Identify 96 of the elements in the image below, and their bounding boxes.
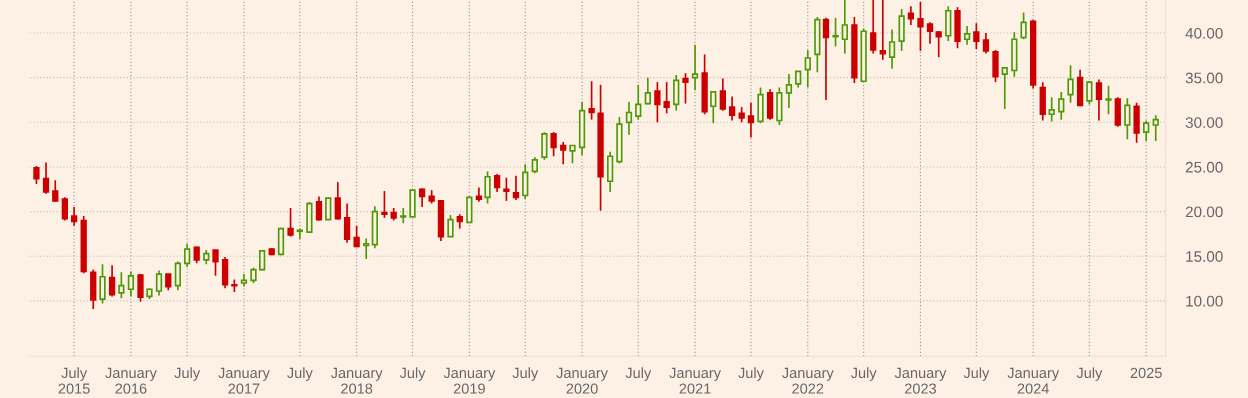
candlestick xyxy=(935,30,942,58)
x-tick-label: July 2015 xyxy=(58,367,90,394)
y-tick-label: 10.00 xyxy=(1186,295,1223,307)
x-tick-label: July xyxy=(850,367,877,381)
candlestick xyxy=(418,187,426,208)
candlestick xyxy=(832,17,839,48)
candlestick xyxy=(1048,96,1055,123)
candlestick xyxy=(541,131,548,161)
candlestick xyxy=(1058,91,1065,121)
x-tick-label: January 2023 xyxy=(894,367,947,394)
candlestick xyxy=(475,186,483,203)
candlestick xyxy=(174,260,182,291)
candlestick xyxy=(1105,84,1112,116)
candlestick xyxy=(982,32,990,55)
candlestick xyxy=(654,81,661,124)
candlestick xyxy=(1067,64,1074,104)
x-tick-label: January 2020 xyxy=(556,367,608,394)
candlestick xyxy=(710,91,717,125)
x-tick-label: January 2021 xyxy=(669,367,721,394)
x-tick-label: 2025 xyxy=(1130,367,1162,379)
candlestick xyxy=(287,207,294,238)
y-tick-label: 35.00 xyxy=(1185,72,1223,84)
candlestick xyxy=(61,196,68,222)
x-tick-label: January 2024 xyxy=(1007,367,1060,394)
candlestick xyxy=(363,237,370,260)
candlestick xyxy=(635,83,642,121)
y-tick-label: 30.00 xyxy=(1185,117,1223,128)
candlestick xyxy=(381,190,388,219)
candlestick xyxy=(183,242,191,268)
x-tick-label: July xyxy=(963,367,990,381)
candlestick xyxy=(1124,97,1131,141)
x-tick-label: July xyxy=(174,367,201,381)
candlestick xyxy=(560,141,567,166)
candlestick xyxy=(503,176,510,202)
candlestick xyxy=(42,161,50,195)
candlestick xyxy=(315,195,323,222)
candlestick xyxy=(644,76,651,106)
candlestick xyxy=(785,73,793,109)
candlestick xyxy=(343,202,351,244)
candlestick xyxy=(1152,114,1159,142)
candlestick xyxy=(522,163,529,200)
candlestick xyxy=(1020,11,1027,41)
candlestick xyxy=(841,0,848,55)
candlestick xyxy=(1143,119,1150,142)
candlestick xyxy=(870,0,877,55)
y-tick-label: 25.00 xyxy=(1185,161,1223,173)
x-tick-label: July xyxy=(625,367,652,381)
candlestick xyxy=(212,249,219,277)
x-tick-label: January 2017 xyxy=(218,367,270,394)
candlestick xyxy=(400,207,407,225)
candlestick xyxy=(625,100,633,136)
x-tick-label: January 2018 xyxy=(330,367,383,394)
candlestick xyxy=(447,214,454,238)
y-tick-label: 20.00 xyxy=(1185,206,1223,218)
candlestick xyxy=(973,22,980,50)
x-tick-label: July xyxy=(287,367,313,381)
candlestick xyxy=(926,21,934,45)
x-tick-label: July xyxy=(399,367,426,381)
y-tick-label: 40.00 xyxy=(1185,27,1223,39)
candlestick xyxy=(334,181,341,221)
candlestick xyxy=(550,131,557,158)
candlestick xyxy=(108,264,116,298)
x-tick-label: January 2019 xyxy=(443,367,496,394)
candlestick xyxy=(137,273,144,303)
candlestick xyxy=(888,28,896,70)
candlestick xyxy=(52,179,59,203)
candlestick xyxy=(118,271,125,300)
candlestick xyxy=(127,270,135,298)
candlestick xyxy=(728,95,736,122)
candlestick xyxy=(663,81,670,115)
candlestick xyxy=(99,263,106,305)
candlestick xyxy=(822,17,830,101)
x-tick-label: January 2016 xyxy=(105,367,157,394)
candlestick xyxy=(682,72,689,105)
x-tick-label: July xyxy=(1076,367,1103,381)
candlestick xyxy=(879,0,886,61)
candlestick xyxy=(588,80,595,121)
x-tick-label: July xyxy=(512,367,539,381)
x-tick-label: January 2022 xyxy=(782,367,834,394)
x-tick-label: July xyxy=(738,367,764,381)
candlestick xyxy=(917,0,924,52)
candlestick xyxy=(691,43,699,92)
candlestick xyxy=(325,196,332,221)
y-tick-label: 15.00 xyxy=(1186,251,1223,262)
candlestick xyxy=(484,170,491,205)
candlestick xyxy=(512,175,520,201)
candlestick xyxy=(804,49,811,89)
candlestick xyxy=(70,206,78,227)
candlestick xyxy=(747,101,755,139)
candlestick xyxy=(1086,80,1093,106)
candlestick xyxy=(1095,78,1103,122)
candlestick xyxy=(963,25,971,46)
candlestick xyxy=(155,269,163,297)
candlestick xyxy=(907,5,915,26)
candlestick xyxy=(719,77,726,112)
candlestick xyxy=(1001,66,1008,110)
